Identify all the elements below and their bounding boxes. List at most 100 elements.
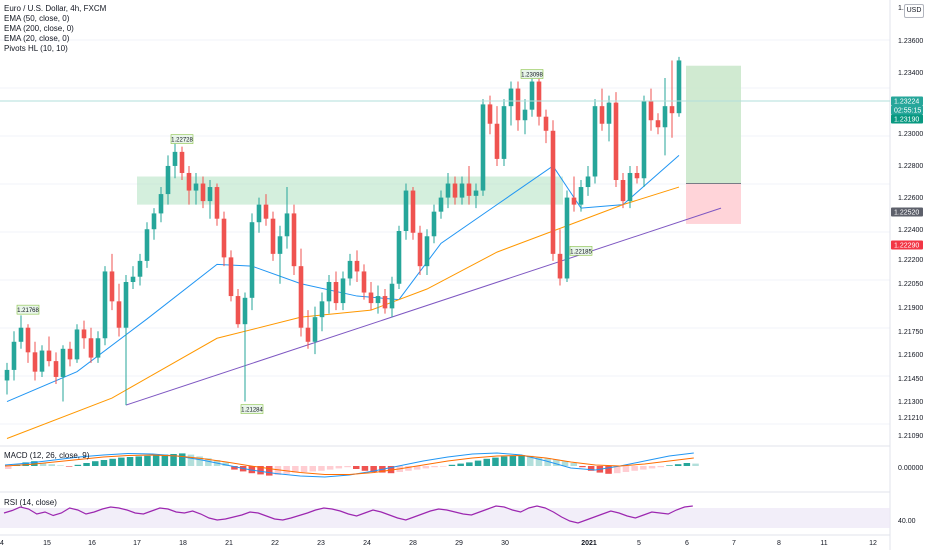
candle-body [571, 197, 577, 205]
candle-body [599, 106, 605, 124]
price-axis[interactable]: 1.2 1.23600 1.23400 1.23000 1.22800 1.22600 1.… [891, 5, 923, 525]
price-label: 02:55:15 [894, 108, 921, 115]
macd-histogram-bar [509, 455, 517, 466]
pivot-box [240, 404, 264, 414]
candle-body [284, 213, 290, 237]
macd-label[interactable]: MACD (12, 26, close, 9) [4, 451, 90, 460]
price-label: 1.22520 [894, 210, 919, 217]
price-label-bg [891, 96, 923, 106]
currency-badge[interactable]: USD [904, 4, 924, 18]
macd-histogram-bar [274, 466, 282, 475]
candle-body [627, 172, 633, 202]
macd-histogram-bar [683, 463, 691, 466]
indicator-pivots[interactable]: Pivots HL (10, 10) [4, 44, 68, 53]
candle-body [368, 292, 374, 304]
candle-body [424, 236, 430, 267]
candle-body [25, 327, 31, 353]
candle-body [291, 213, 297, 267]
candle-body [277, 236, 283, 254]
macd-histogram-bar [605, 466, 612, 474]
time-tick: 6 [685, 540, 689, 547]
candle-body [564, 197, 570, 279]
macd-histogram-bar [674, 464, 682, 466]
profit-zone [686, 65, 741, 184]
candle-body [144, 229, 150, 261]
candle-body [221, 218, 227, 258]
ema50-line [6, 186, 680, 439]
candle-body [298, 266, 304, 328]
candle-body [550, 130, 556, 254]
time-tick: 5 [637, 540, 641, 547]
macd-histogram-bar [309, 466, 316, 472]
macd-histogram-bar [65, 466, 73, 467]
candle-body [193, 183, 199, 191]
candle-body [116, 301, 122, 328]
price-tick: 1.21750 [898, 329, 923, 336]
candle-body [578, 187, 584, 205]
price-tick: 1.22800 [898, 163, 923, 170]
macd-histogram-bar [22, 462, 29, 466]
price-tick: 1.22600 [898, 195, 923, 202]
candle-body [410, 190, 416, 233]
candle-body [137, 260, 143, 277]
macd-histogram-bar [405, 466, 412, 471]
rsi-label[interactable]: RSI (14, close) [4, 498, 57, 507]
candle-body [242, 297, 248, 325]
macd-histogram-bar [492, 457, 499, 466]
time-tick: 11 [820, 540, 827, 547]
price-tick: 1.23000 [898, 131, 923, 138]
chart-grid [0, 0, 891, 550]
macd-histogram-bar [344, 466, 351, 468]
candle-body [522, 109, 528, 121]
candle-body [102, 271, 108, 339]
candle-body [508, 88, 514, 107]
candle-body [396, 231, 402, 284]
pivot-box [520, 69, 544, 79]
candle-body [354, 260, 360, 272]
long-position-tool[interactable] [686, 65, 741, 224]
pivot-label: 1.21768 [17, 308, 39, 314]
candle-body [613, 102, 619, 181]
rsi-line [3, 505, 693, 524]
candle-body [445, 183, 451, 198]
candle-body [74, 329, 80, 360]
candle-body [606, 102, 612, 124]
macd-histogram-bar [544, 458, 551, 466]
candle-body [305, 327, 311, 342]
candle-body [214, 187, 220, 219]
macd-histogram-bar [170, 454, 177, 466]
macd-histogram-bar [422, 466, 430, 469]
macd-histogram-bar [135, 456, 142, 466]
trendline[interactable] [125, 207, 722, 406]
macd-histogram-bar [179, 453, 186, 466]
macd-histogram-bar [205, 458, 212, 466]
macd-histogram-bar [614, 466, 621, 474]
price-tick: 1.23600 [898, 38, 923, 45]
macd-histogram-bar [222, 462, 229, 466]
price-label: 1.23224 [894, 99, 919, 106]
signal-line [4, 454, 694, 475]
candle-body [270, 218, 276, 254]
time-tick: 30 [501, 540, 509, 547]
candle-body [466, 183, 472, 196]
candle-body [165, 165, 171, 195]
candle-body [88, 338, 94, 358]
candle-body [340, 278, 346, 304]
macd-histogram-bar [483, 458, 490, 466]
macd-histogram-bar [187, 454, 195, 466]
candle-body [39, 350, 45, 372]
macd-histogram-bar [587, 466, 595, 471]
candle-body [515, 88, 521, 121]
price-tick: 1.22050 [898, 281, 923, 288]
candle-body [60, 348, 66, 377]
indicator-ema200[interactable]: EMA (200, close, 0) [4, 24, 74, 33]
candle-body [375, 296, 381, 304]
time-axis[interactable]: 4 15 16 17 18 21 22 23 24 28 29 30 2021 5 6 7 8 11 12 [0, 540, 877, 547]
macd-histogram-bar [648, 466, 656, 469]
time-tick: 24 [363, 540, 371, 547]
candle-body [676, 60, 682, 114]
indicator-ema20[interactable]: EMA (20, close, 0) [4, 34, 70, 43]
candle-body [186, 172, 192, 191]
indicator-ema50[interactable]: EMA (50, close, 0) [4, 14, 70, 23]
